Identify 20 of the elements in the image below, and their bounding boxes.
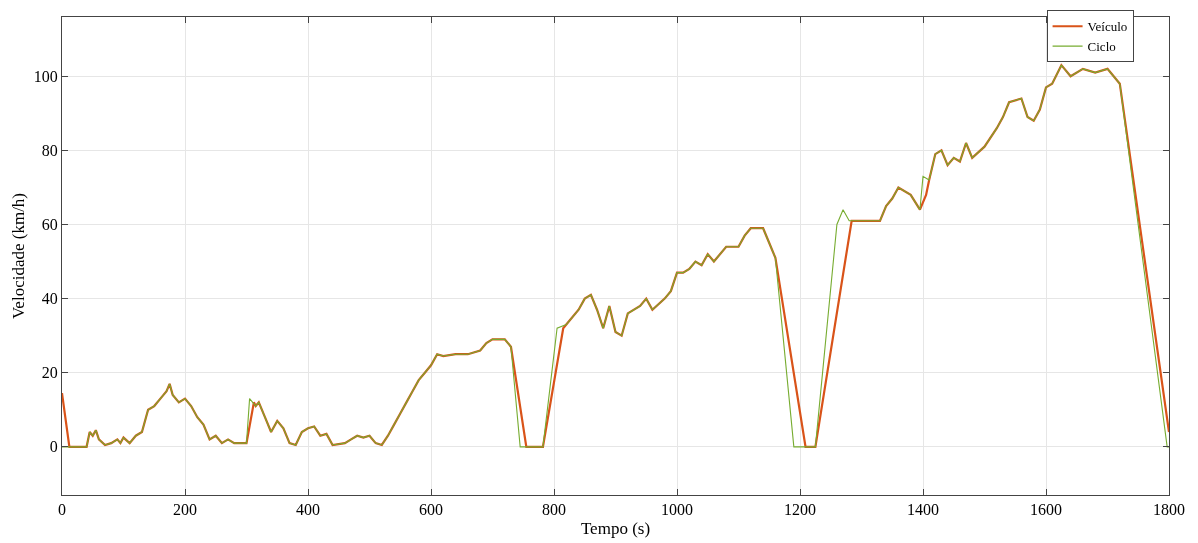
y-tick-label: 60 [41, 216, 58, 234]
y-tick-label: 0 [49, 438, 58, 456]
legend-label: Veículo [1087, 19, 1128, 35]
legend-label: Ciclo [1087, 39, 1116, 55]
x-axis-title: Tempo (s) [580, 518, 651, 538]
x-tick-label: 1600 [1030, 501, 1062, 519]
y-axis-title: Velocidade (km/h) [9, 192, 29, 320]
x-tick-label: 200 [173, 501, 197, 519]
x-tick-label: 600 [419, 501, 443, 519]
x-tick-label: 400 [296, 501, 320, 519]
y-tick-label: 20 [41, 364, 58, 382]
x-tick-label: 1200 [784, 501, 816, 519]
x-tick-label: 800 [542, 501, 566, 519]
y-tick-label: 100 [33, 67, 58, 85]
x-tick-label: 1400 [907, 501, 939, 519]
y-tick-label: 40 [41, 290, 58, 308]
x-tick-label: 1800 [1153, 501, 1185, 519]
line-series [62, 64, 1169, 448]
x-tick-label: 1000 [661, 501, 693, 519]
y-tick-label: 80 [41, 142, 58, 159]
